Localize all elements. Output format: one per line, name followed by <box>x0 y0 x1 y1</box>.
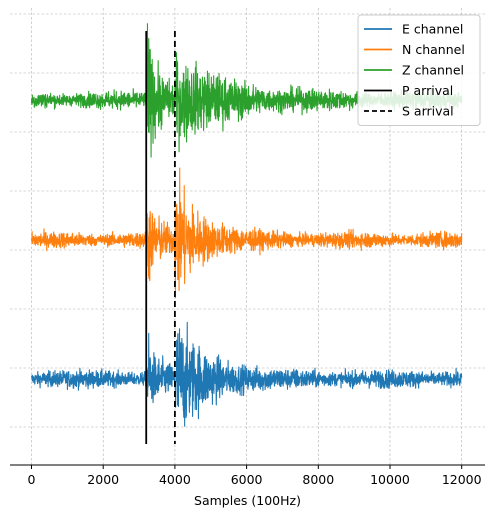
legend-label: P arrival <box>402 83 453 98</box>
legend-box <box>357 14 481 126</box>
series-line-n <box>30 167 463 299</box>
legend-label: N channel <box>402 42 465 57</box>
x-tick-label: 6000 <box>231 472 263 487</box>
arrival-lines <box>145 31 176 444</box>
legend-label: E channel <box>402 22 463 37</box>
x-axis-label: Samples (100Hz) <box>194 493 301 508</box>
x-tick-label: 4000 <box>159 472 191 487</box>
legend-label: S arrival <box>402 104 454 119</box>
x-tick-label: 10000 <box>370 472 410 487</box>
x-tick-label: 0 <box>28 472 36 487</box>
legend-label: Z channel <box>402 63 464 78</box>
x-tick-label: 2000 <box>87 472 119 487</box>
x-axis: 0 2000 4000 6000 8000 10000 12000 <box>10 464 485 487</box>
x-tick-label: 8000 <box>302 472 334 487</box>
x-tick-label: 12000 <box>442 472 482 487</box>
legend: E channel N channel Z channel P arrival S ar… <box>357 14 481 126</box>
series-line-e <box>30 321 463 427</box>
